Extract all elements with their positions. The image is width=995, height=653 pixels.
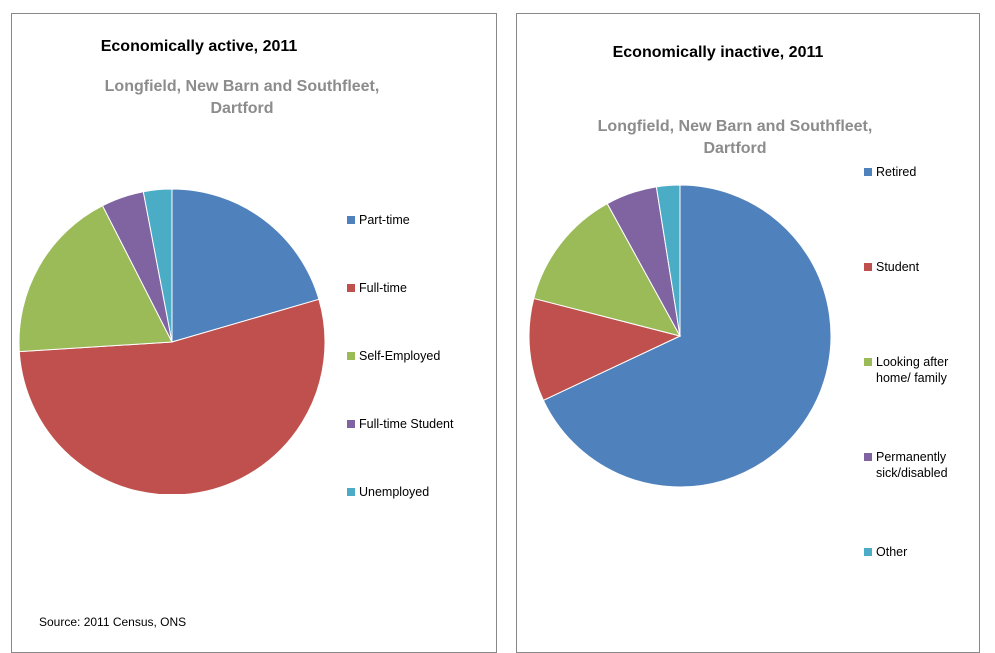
chart-title: Economically inactive, 2011 xyxy=(612,44,824,61)
legend-item-full-time-student: Full-time Student xyxy=(347,416,453,432)
legend-swatch xyxy=(864,548,872,556)
legend-swatch xyxy=(347,216,355,224)
pie-slice-other xyxy=(655,184,681,337)
chart-title: Economically active, 2011 xyxy=(100,38,298,55)
legend-swatch xyxy=(864,263,872,271)
legend-economically-inactive: Retired Student Looking after home/ family… xyxy=(864,164,979,594)
legend-swatch xyxy=(347,488,355,496)
legend-label: Permanently sick/disabled xyxy=(876,450,948,480)
legend-swatch xyxy=(347,420,355,428)
legend-item-other: Other xyxy=(864,544,907,560)
legend-label: Student xyxy=(876,260,920,274)
legend-swatch xyxy=(864,453,872,461)
legend-swatch xyxy=(347,284,355,292)
pie-chart-economically-inactive xyxy=(528,184,832,488)
source-note: Source: 2011 Census, ONS xyxy=(39,615,187,629)
legend-label: Full-time xyxy=(359,281,407,295)
legend-label: Full-time Student xyxy=(359,417,454,431)
pie-slice-full-time xyxy=(18,298,326,494)
chart-subtitle: Longfield, New Barn and Southfleet, Dart… xyxy=(104,78,380,117)
pie-chart-economically-active xyxy=(18,188,326,494)
pie-slice-self-employed xyxy=(18,205,173,353)
legend-swatch xyxy=(347,352,355,360)
legend-item-part-time: Part-time xyxy=(347,212,410,228)
legend-swatch xyxy=(864,358,872,366)
legend-item-self-employed: Self-Employed xyxy=(347,348,440,364)
legend-item-permanently-sick-disabled: Permanently sick/disabled xyxy=(864,449,948,481)
pie-slice-looking-after-home-family xyxy=(533,202,681,337)
pie-slice-unemployed xyxy=(142,188,173,343)
chart-panel-economically-inactive: Economically inactive, 2011 Longfield, N… xyxy=(516,13,980,653)
legend-label: Other xyxy=(876,545,908,559)
pie-slice-part-time xyxy=(171,188,320,343)
legend-label: Looking after home/ family xyxy=(876,355,949,385)
legend-label: Unemployed xyxy=(359,485,430,499)
legend-swatch xyxy=(864,168,872,176)
chart-panel-economically-active: Economically active, 2011 Longfield, New… xyxy=(11,13,497,653)
legend-label: Self-Employed xyxy=(359,349,441,363)
pie-slice-retired xyxy=(542,184,832,488)
legend-item-unemployed: Unemployed xyxy=(347,484,429,500)
pie-slice-student xyxy=(528,297,682,401)
legend-label: Retired xyxy=(876,165,917,179)
legend-item-full-time: Full-time xyxy=(347,280,407,296)
chart-subtitle: Longfield, New Barn and Southfleet, Dart… xyxy=(597,118,873,157)
legend-item-student: Student xyxy=(864,259,919,275)
legend-item-retired: Retired xyxy=(864,164,916,180)
legend-economically-active: Part-time Full-time Self-Employed Full-time… xyxy=(347,212,497,512)
legend-label: Part-time xyxy=(359,213,410,227)
legend-item-looking-after-home-family: Looking after home/ family xyxy=(864,354,948,386)
